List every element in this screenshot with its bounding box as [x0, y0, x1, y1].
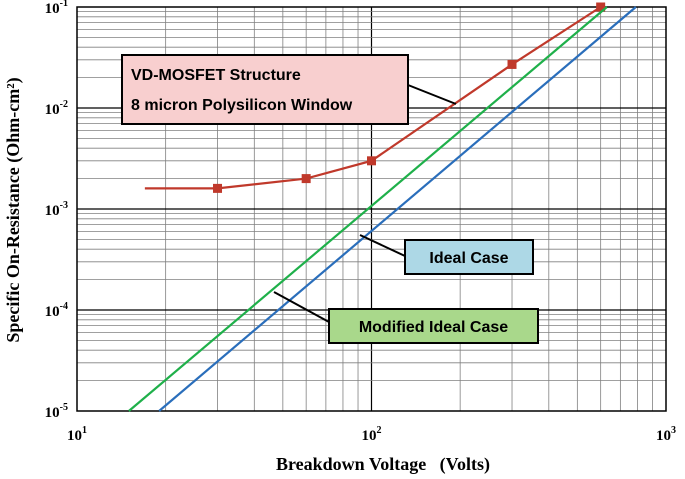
annotation-text: 8 micron Polysilicon Window: [131, 97, 353, 114]
data-point-marker: [367, 156, 376, 166]
y-tick-label: 10-2: [45, 99, 68, 118]
data-point-marker: [596, 2, 606, 12]
data-point-marker: [507, 59, 517, 69]
tick-layer: 101 102 103 10-5 10-4 10-3 10-2 10-1: [45, 0, 676, 444]
annotation-box: [121, 54, 409, 125]
x-tick-label: 101: [67, 425, 87, 444]
data-point-marker: [213, 183, 223, 193]
annotation-leader-line: [359, 234, 406, 257]
annotation-leader-line: [407, 84, 457, 105]
series-line-ideal-case: [158, 6, 637, 412]
annotation-ideal-case: Ideal Case: [359, 234, 534, 275]
annotation-vd-mosfet-structure: VD-MOSFET Structure 8 micron Polysilicon …: [121, 54, 457, 125]
x-tick-label: 102: [362, 425, 382, 444]
series-line-modified-ideal-case: [128, 6, 608, 412]
data-point-marker: [301, 174, 311, 184]
annotation-text: Modified Ideal Case: [359, 319, 508, 336]
annotation-leader-line: [273, 291, 330, 323]
y-tick-label: 10-1: [45, 0, 68, 17]
annotation-text: Ideal Case: [429, 250, 508, 267]
annotation-box: [404, 239, 534, 275]
annotation-text: VD-MOSFET Structure: [131, 67, 301, 84]
y-axis-label: Specific On-Resistance (Ohm-cm²): [3, 77, 24, 342]
annotation-layer: VD-MOSFET Structure 8 micron Polysilicon …: [121, 54, 539, 344]
annotation-box: [328, 308, 539, 344]
x-tick-label: 103: [656, 425, 676, 444]
plot-frame: [76, 6, 667, 412]
y-tick-label: 10-3: [45, 200, 68, 219]
y-tick-label: 10-5: [45, 402, 68, 421]
y-tick-label: 10-4: [45, 301, 68, 320]
annotation-modified-ideal-case: Modified Ideal Case: [273, 291, 539, 344]
series-layer: [128, 2, 637, 412]
series-line-vd-mosfet-structure: [144, 6, 602, 190]
x-axis-label: Breakdown Voltage (Volts): [276, 454, 490, 475]
